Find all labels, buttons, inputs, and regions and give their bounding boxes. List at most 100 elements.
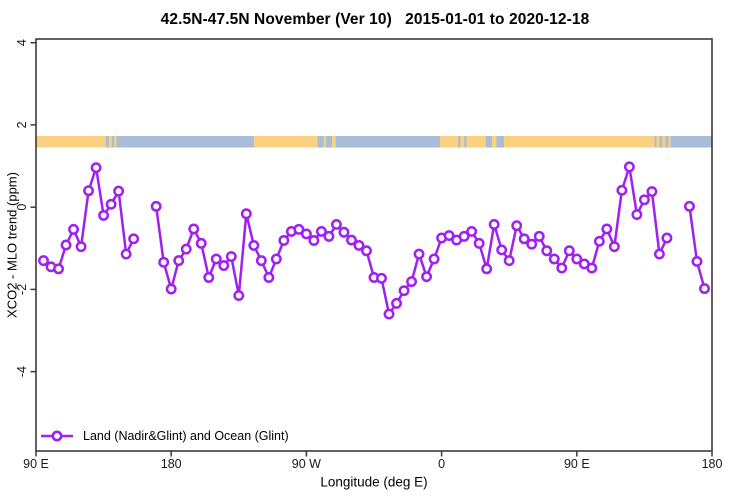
data-point — [150, 200, 162, 212]
data-point — [300, 228, 312, 240]
map-strip-water — [496, 136, 504, 148]
data-point — [488, 218, 500, 230]
x-tick-label: 0 — [438, 457, 445, 471]
data-point — [323, 230, 335, 242]
data-point — [391, 297, 402, 309]
data-point — [421, 271, 433, 283]
plot-border — [35, 38, 713, 452]
chart-title: 42.5N-47.5N November (Ver 10) 2015-01-01… — [160, 11, 590, 28]
data-point — [428, 253, 440, 265]
map-strip-water — [325, 136, 332, 148]
y-tick-label: 0 — [15, 204, 29, 211]
data-point — [443, 230, 455, 241]
data-point — [646, 186, 658, 197]
map-strip-water — [485, 136, 492, 148]
map-strip-water — [317, 136, 324, 148]
data-point — [376, 272, 387, 284]
data-point — [601, 223, 613, 235]
data-point — [225, 251, 237, 262]
map-strip-water — [335, 136, 441, 148]
data-point — [413, 248, 425, 260]
series-line — [42, 166, 135, 271]
data-point — [293, 223, 305, 235]
y-tick-label: 4 — [15, 39, 29, 46]
map-strip-water — [105, 136, 256, 148]
data-point — [210, 253, 222, 265]
data-point — [308, 235, 320, 246]
data-point — [263, 272, 275, 283]
data-point — [541, 245, 553, 257]
data-point — [165, 283, 177, 295]
data-point — [233, 290, 245, 302]
data-point — [180, 243, 192, 255]
data-point — [556, 262, 568, 274]
x-tick-label: 180 — [702, 457, 723, 471]
data-point — [503, 255, 515, 267]
data-point — [105, 198, 117, 210]
data-point — [38, 255, 49, 267]
data-point — [466, 225, 478, 237]
data-point — [361, 245, 372, 257]
legend: Land (Nadir&Glint) and Ocean (Glint) — [40, 428, 289, 444]
data-point — [533, 230, 545, 242]
data-point — [188, 223, 200, 235]
data-point — [173, 255, 185, 267]
y-axis-label: XCO2 - MLO trend (ppm) — [4, 172, 20, 318]
data-point — [571, 253, 583, 265]
data-point — [398, 285, 410, 297]
data-point — [481, 263, 493, 275]
map-strip-water — [654, 136, 712, 148]
data-point — [98, 209, 110, 221]
data-point — [60, 239, 72, 251]
data-point — [526, 238, 538, 250]
data-point — [638, 194, 650, 206]
y-tick-label: -4 — [15, 366, 29, 377]
data-point — [563, 245, 575, 257]
data-point — [653, 248, 665, 260]
data-point — [330, 218, 342, 230]
data-point — [458, 230, 470, 242]
data-point — [661, 232, 673, 244]
data-point — [616, 184, 628, 196]
map-strip-island — [662, 136, 666, 148]
x-axis-label: Longitude (deg E) — [320, 474, 428, 490]
data-point — [240, 208, 252, 220]
data-point — [338, 226, 350, 238]
data-point — [353, 239, 365, 251]
data-point — [586, 262, 598, 274]
data-point — [128, 233, 140, 245]
data-point — [548, 253, 560, 265]
data-point — [68, 223, 80, 235]
data-point — [278, 235, 290, 246]
data-point — [383, 308, 395, 320]
map-strip-island — [253, 136, 257, 148]
data-point — [195, 237, 207, 249]
map-strip-island — [114, 136, 117, 148]
series-line — [688, 205, 706, 290]
y-tick-label: 2 — [15, 121, 29, 128]
data-point — [623, 161, 635, 173]
data-point — [83, 185, 95, 197]
data-point — [346, 234, 357, 246]
map-strip-island — [668, 136, 671, 148]
data-point — [593, 235, 605, 247]
x-tick-label: 90 W — [292, 457, 321, 471]
data-point — [248, 239, 260, 251]
data-point — [120, 248, 132, 260]
x-tick-label: 180 — [161, 457, 182, 471]
map-strip-water — [464, 136, 467, 148]
x-tick-label: 90 E — [23, 457, 49, 471]
data-point — [75, 241, 87, 253]
legend-label: Land (Nadir&Glint) and Ocean (Glint) — [83, 429, 289, 443]
data-point — [113, 185, 125, 197]
x-tick-label: 90 E — [564, 457, 590, 471]
data-point — [631, 209, 643, 221]
data-point — [270, 253, 282, 265]
map-strip-water — [458, 136, 461, 148]
data-point — [158, 256, 170, 268]
data-point — [511, 220, 523, 232]
data-point — [255, 255, 267, 267]
data-point — [406, 276, 418, 288]
